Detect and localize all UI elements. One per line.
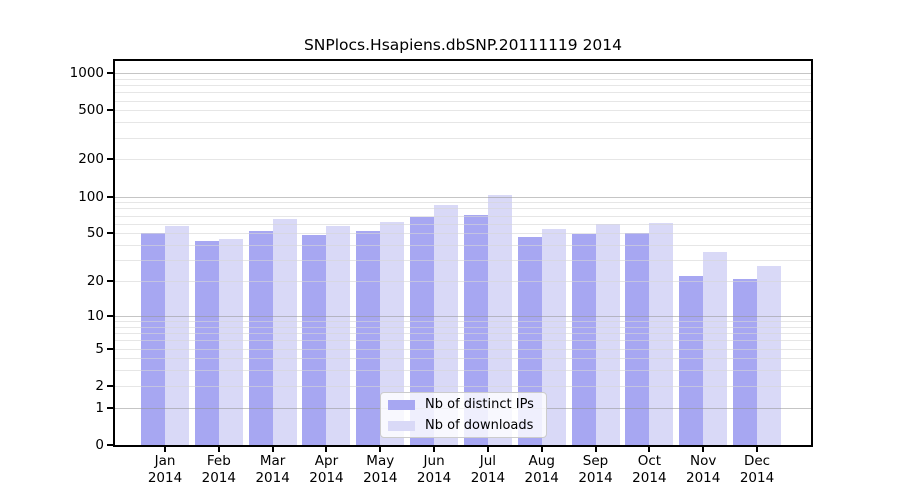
y-tick-label: 100: [78, 188, 104, 205]
bar-distinct-ips: [194, 241, 219, 445]
legend-label-downloads: Nb of downloads: [425, 418, 534, 433]
x-tick-label: Mar 2014: [255, 453, 290, 486]
x-tick-label: May 2014: [363, 453, 398, 486]
bar-downloads: [218, 238, 243, 445]
gridline-minor: [115, 370, 811, 372]
y-tick-mark: [107, 384, 114, 387]
gridline-minor: [115, 110, 811, 112]
x-tick-mark: [217, 447, 220, 452]
y-tick-mark: [107, 406, 114, 409]
gridline-minor: [115, 223, 811, 225]
bar-distinct-ips: [248, 231, 273, 445]
x-tick-mark: [379, 447, 382, 452]
gridline-minor: [115, 100, 811, 102]
y-tick-label: 1000: [69, 65, 104, 81]
x-tick-label: Aug 2014: [524, 453, 559, 486]
y-tick-label: 50: [86, 225, 104, 242]
x-tick-mark: [756, 447, 758, 452]
x-tick-label: Apr 2014: [309, 453, 344, 486]
x-tick-mark: [433, 447, 436, 452]
gridline-minor: [115, 333, 811, 334]
y-tick-label: 10: [86, 307, 104, 324]
gridline-major: [115, 315, 811, 317]
x-tick-mark: [164, 447, 166, 452]
gridline-minor: [115, 358, 811, 360]
x-tick-label: Nov 2014: [685, 453, 721, 486]
bar-downloads: [757, 265, 781, 445]
y-tick-mark: [107, 72, 114, 74]
gridline-minor: [115, 245, 811, 246]
y-tick-label: 1: [95, 399, 104, 416]
gridline-major: [115, 73, 811, 74]
bar-distinct-ips: [679, 276, 704, 445]
x-tick-label: Jan 2014: [147, 453, 183, 486]
bar-distinct-ips: [625, 233, 650, 445]
y-tick-label: 500: [78, 102, 104, 119]
gridline-minor: [115, 85, 811, 86]
gridline-minor: [115, 233, 811, 235]
gridline-minor: [115, 348, 811, 350]
y-tick-mark: [107, 232, 114, 235]
x-tick-label: Jun 2014: [416, 453, 452, 486]
bar-distinct-ips: [141, 233, 165, 445]
legend-swatch-downloads: [388, 420, 415, 431]
gridline-minor: [115, 340, 811, 342]
y-tick-mark: [107, 109, 114, 112]
y-tick-mark: [107, 444, 114, 446]
gridline-minor: [115, 215, 811, 217]
gridline-minor: [115, 159, 811, 161]
gridline-minor: [115, 122, 811, 124]
gridline-minor: [115, 202, 811, 204]
x-tick-label: Sep 2014: [578, 453, 613, 486]
gridline-minor: [115, 281, 811, 283]
legend-item-downloads: Nb of downloads: [381, 417, 546, 435]
gridline-minor: [115, 78, 811, 80]
x-tick-mark: [594, 447, 597, 452]
y-tick-label: 0: [95, 437, 104, 453]
y-tick-label: 2: [95, 377, 104, 394]
plot-area: [115, 61, 811, 445]
gridline-minor: [115, 260, 811, 262]
bar-distinct-ips: [571, 234, 596, 445]
bar-distinct-ips: [733, 278, 757, 445]
y-tick-mark: [107, 280, 114, 283]
y-tick-mark: [107, 158, 114, 161]
x-tick-mark: [702, 447, 705, 452]
legend-label-distinct-ips: Nb of distinct IPs: [425, 397, 534, 412]
legend-item-distinct-ips: Nb of distinct IPs: [381, 396, 546, 414]
y-tick-mark: [107, 347, 114, 350]
x-tick-label: Feb 2014: [201, 453, 236, 486]
gridline-minor: [115, 326, 811, 328]
bar-downloads: [272, 219, 297, 445]
gridline-major: [115, 196, 811, 198]
gridline-minor: [115, 385, 811, 387]
x-tick-label: Oct 2014: [632, 453, 667, 486]
gridline-minor: [115, 92, 811, 94]
x-tick-mark: [271, 447, 274, 452]
chart-title: SNPlocs.Hsapiens.dbSNP.20111119 2014: [303, 36, 623, 54]
gridline-minor: [115, 137, 811, 139]
y-tick-label: 200: [78, 151, 104, 168]
gridline-minor: [115, 321, 811, 322]
y-tick-mark: [107, 314, 114, 317]
legend-swatch-distinct-ips: [388, 399, 415, 410]
bar-distinct-ips: [356, 231, 381, 445]
y-tick-label: 5: [95, 340, 104, 357]
gridline-minor: [115, 208, 811, 210]
x-tick-mark: [486, 447, 489, 452]
y-tick-label: 20: [86, 273, 104, 290]
legend: Nb of distinct IPs Nb of downloads: [380, 392, 547, 438]
x-tick-mark: [540, 447, 543, 452]
x-tick-mark: [325, 447, 328, 452]
x-tick-mark: [648, 447, 651, 452]
x-tick-label: Dec 2014: [739, 453, 775, 486]
x-tick-label: Jul 2014: [470, 453, 506, 486]
y-tick-mark: [107, 195, 114, 198]
